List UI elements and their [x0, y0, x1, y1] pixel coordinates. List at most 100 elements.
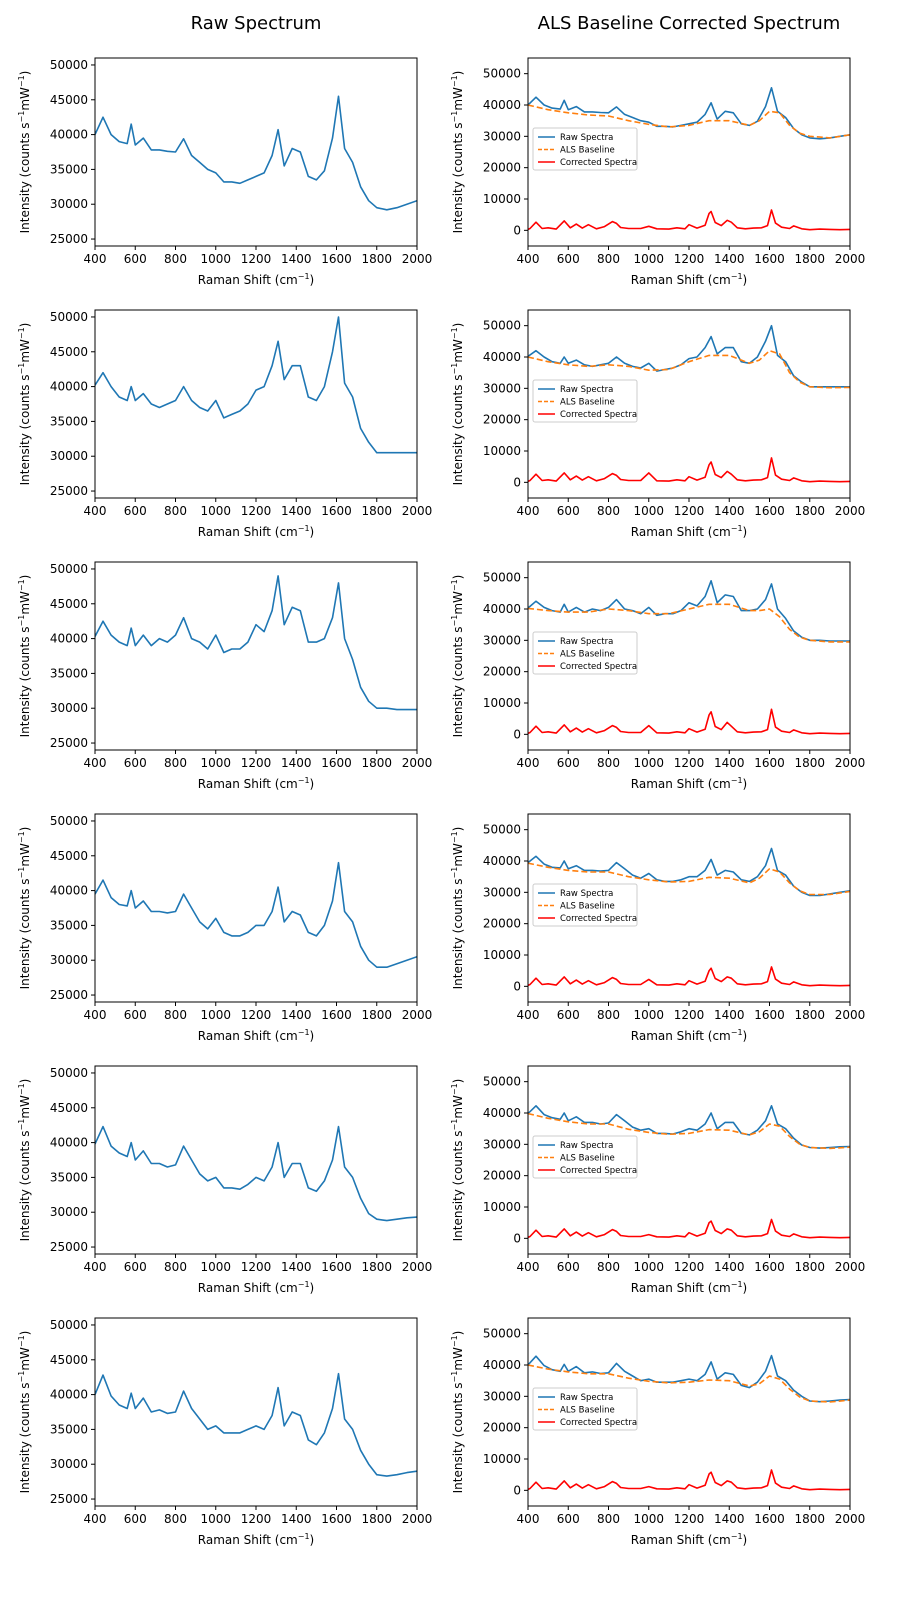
legend-label: Corrected Spectra — [560, 410, 637, 420]
y-tick-label: 0 — [513, 727, 521, 741]
x-tick-label: 800 — [597, 756, 620, 770]
y-tick-label: 35000 — [50, 666, 88, 680]
y-tick-label: 0 — [513, 223, 521, 237]
y-tick-label: 25000 — [50, 484, 88, 498]
x-tick-label: 1600 — [321, 1008, 352, 1022]
y-axis-label: Intensity (counts s−1mW−1) — [450, 575, 465, 738]
y-tick-label: 30000 — [50, 449, 88, 463]
y-tick-label: 25000 — [50, 1240, 88, 1254]
y-tick-label: 50000 — [50, 814, 88, 828]
x-tick-label: 1800 — [361, 1008, 392, 1022]
x-tick-label: 600 — [124, 1260, 147, 1274]
x-axis-label: Raman Shift (cm−1) — [631, 1532, 747, 1547]
y-tick-label: 10000 — [483, 1452, 521, 1466]
x-tick-label: 1600 — [321, 756, 352, 770]
y-tick-label: 0 — [513, 1231, 521, 1245]
x-tick-label: 1400 — [714, 1008, 745, 1022]
corrected-spectrum-panel-5: 400 600 800 1000 1200 1400 1600 1800 20000100002… — [450, 1065, 865, 1295]
x-tick-label: 800 — [597, 1260, 620, 1274]
legend-box — [532, 1387, 638, 1431]
x-tick-label: 1600 — [321, 1260, 352, 1274]
legend-box — [532, 883, 638, 927]
x-tick-label: 800 — [164, 756, 187, 770]
y-tick-label: 50000 — [50, 1318, 88, 1332]
x-tick-label: 400 — [84, 1512, 107, 1526]
y-tick-label: 20000 — [483, 917, 521, 931]
raw-spectrum-panel-1: 400 600 800 1000 1200 1400 1600 1800 2000 25000 30… — [17, 57, 432, 287]
y-tick-label: 40000 — [483, 602, 521, 616]
y-axis-label: Intensity (counts s−1mW−1) — [450, 71, 465, 234]
y-axis-label: Intensity (counts s−1mW−1) — [17, 71, 32, 234]
y-tick-label: 25000 — [50, 1492, 88, 1506]
y-tick-label: 35000 — [50, 918, 88, 932]
y-tick-label: 30000 — [50, 197, 88, 211]
y-axis-label: Intensity (counts s−1mW−1) — [17, 1079, 32, 1242]
x-tick-label: 1200 — [241, 252, 272, 266]
x-tick-label: 1200 — [674, 252, 705, 266]
x-tick-label: 2000 — [402, 1260, 433, 1274]
x-axis-label: Raman Shift (cm−1) — [631, 1280, 747, 1295]
y-tick-label: 40000 — [50, 1388, 88, 1402]
als-baseline-line — [528, 603, 850, 643]
y-tick-label: 0 — [513, 979, 521, 993]
x-tick-label: 1800 — [794, 504, 825, 518]
y-tick-label: 45000 — [50, 1353, 88, 1367]
x-axis-label: Raman Shift (cm−1) — [631, 524, 747, 539]
raw-spectrum-panel-3: 400 600 800 1000 1200 1400 1600 1800 2000 25000 30… — [17, 561, 433, 791]
x-tick-label: 1000 — [200, 1008, 231, 1022]
x-tick-label: 1000 — [633, 756, 664, 770]
corrected-spectrum-panel-4: 400 600 800 1000 1200 1400 1600 1800 20000100002… — [450, 813, 865, 1043]
x-tick-label: 1000 — [633, 1008, 664, 1022]
x-tick-label: 2000 — [402, 1512, 433, 1526]
y-tick-label: 40000 — [50, 128, 88, 142]
x-tick-label: 600 — [124, 756, 147, 770]
legend-label: ALS Baseline — [560, 1406, 615, 1416]
y-tick-label: 40000 — [50, 632, 88, 646]
x-tick-label: 1600 — [754, 1512, 785, 1526]
y-tick-label: 30000 — [483, 381, 521, 395]
x-tick-label: 1200 — [241, 504, 272, 518]
corrected-spectrum-panel-6: 400 600 800 1000 1200 1400 1600 1800 20000100002… — [450, 1317, 865, 1547]
series-group — [528, 87, 850, 231]
x-tick-label: 1000 — [200, 504, 231, 518]
x-tick-label: 2000 — [402, 1008, 433, 1022]
series-group — [528, 1105, 850, 1239]
legend-label: Corrected Spectra — [560, 914, 637, 924]
x-tick-label: 400 — [517, 252, 540, 266]
x-tick-label: 1800 — [361, 252, 392, 266]
y-tick-label: 50000 — [50, 310, 88, 324]
legend-box — [532, 379, 638, 423]
legend: Raw Spectra ALS Baseline Corrected Spectra — [532, 379, 638, 423]
y-tick-label: 25000 — [50, 736, 88, 750]
y-tick-label: 30000 — [483, 129, 521, 143]
y-tick-label: 45000 — [50, 597, 88, 611]
corrected-spectra-line — [528, 708, 850, 735]
y-tick-label: 0 — [513, 475, 521, 489]
y-tick-label: 30000 — [50, 701, 88, 715]
y-tick-label: 30000 — [483, 885, 521, 899]
x-tick-label: 1400 — [281, 1008, 312, 1022]
raw-spectra-line — [528, 847, 850, 897]
series-group — [95, 575, 417, 711]
y-tick-label: 40000 — [483, 1358, 521, 1372]
x-tick-label: 1400 — [281, 756, 312, 770]
y-tick-label: 10000 — [483, 192, 521, 206]
y-axis-label: Intensity (counts s−1mW−1) — [450, 323, 465, 486]
y-tick-label: 20000 — [483, 413, 521, 427]
x-tick-label: 400 — [517, 1512, 540, 1526]
legend-label: ALS Baseline — [560, 398, 615, 408]
raw-spectra-line — [528, 579, 850, 642]
x-tick-label: 1400 — [281, 252, 312, 266]
raw-spectra-line — [528, 324, 850, 388]
y-tick-label: 45000 — [50, 345, 88, 359]
x-tick-label: 600 — [124, 1008, 147, 1022]
series-group — [95, 316, 417, 454]
x-tick-label: 1800 — [361, 1512, 392, 1526]
legend: Raw Spectra ALS Baseline Corrected Spectra — [532, 127, 638, 171]
x-tick-label: 2000 — [402, 756, 433, 770]
y-axis-label: Intensity (counts s−1mW−1) — [17, 827, 32, 990]
series-group — [95, 95, 417, 211]
legend: Raw Spectra ALS Baseline Corrected Spectra — [532, 883, 638, 927]
x-tick-label: 400 — [84, 1260, 107, 1274]
raw-spectrum-line — [95, 1372, 417, 1477]
